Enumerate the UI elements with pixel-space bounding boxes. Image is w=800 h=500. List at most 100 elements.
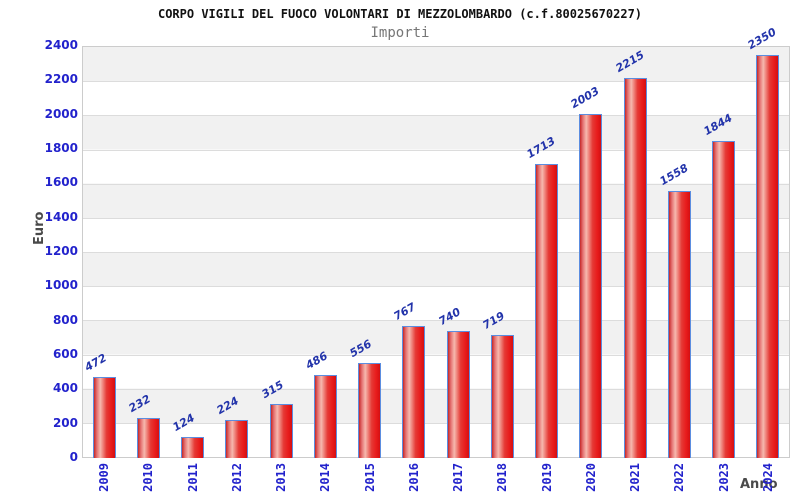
x-tick-label: 2011	[185, 463, 200, 492]
x-tick-label: 2022	[672, 463, 687, 492]
bar-value-label: 315	[259, 378, 286, 401]
chart-title: CORPO VIGILI DEL FUOCO VOLONTARI DI MEZZ…	[157, 7, 643, 21]
x-tick-label: 2020	[583, 463, 598, 492]
x-tick-label: 2009	[97, 463, 112, 492]
y-tick-label: 0	[69, 450, 78, 464]
x-tick-cell: 2018	[480, 463, 524, 499]
x-tick-label: 2015	[362, 463, 377, 492]
x-tick-cell: 2010	[126, 463, 170, 499]
bar-2016: 767	[392, 301, 426, 458]
bar-slot: 315	[259, 46, 303, 458]
x-axis-title: Anno	[740, 477, 778, 492]
bar-value-label: 232	[126, 392, 153, 416]
gridline	[83, 354, 789, 356]
bar-value-label: 224	[214, 393, 242, 417]
gridline	[83, 81, 789, 83]
x-tick-cell: 2013	[259, 463, 303, 499]
y-tick-label: 1000	[44, 278, 78, 293]
x-tick-cell: 2019	[525, 463, 569, 499]
bar-2015: 556	[348, 337, 382, 458]
bar-slot: 1558	[657, 46, 701, 458]
x-tick-cell: 2016	[392, 463, 436, 499]
gridline	[83, 183, 789, 185]
x-tick-label: 2021	[628, 463, 643, 492]
bar-slot: 124	[171, 46, 215, 458]
bar-slot: 2350	[746, 25, 790, 458]
bar-series: 472 232 124 224 315 486 556 767 740 719 1713 2003 22…	[82, 25, 790, 458]
bar-slot: 1844	[702, 46, 746, 458]
chart-subtitle: Importi	[370, 25, 430, 41]
bar-value-label: 740	[436, 305, 463, 328]
bar-2024: 2350	[746, 25, 780, 458]
bar-value-label: 719	[480, 308, 507, 332]
y-tick-label: 2000	[44, 106, 78, 121]
gridline	[83, 149, 789, 151]
x-tick-cell: 2024	[746, 463, 790, 499]
y-tick-label: 1600	[44, 175, 78, 190]
y-tick-label: 600	[52, 347, 78, 361]
bar-slot: 556	[348, 46, 392, 458]
bar-value-label: 2215	[613, 48, 647, 75]
gridline	[83, 422, 789, 424]
bar-2019: 1713	[525, 134, 559, 458]
gridline	[83, 115, 789, 117]
bar-value-label: 1713	[524, 134, 558, 161]
x-tick-cell: 2017	[436, 463, 480, 499]
x-tick-label: 2012	[229, 463, 244, 492]
bar-slot: 2003	[569, 46, 613, 458]
bar-2020: 2003	[569, 85, 603, 458]
bar-2010: 232	[126, 392, 160, 458]
bar-2014: 486	[303, 349, 337, 458]
bar-2013: 315	[259, 378, 293, 458]
bar-slot: 486	[303, 46, 347, 458]
bar-slot: 767	[392, 46, 436, 458]
x-tick-label: 2010	[141, 463, 156, 492]
bar-slot: 740	[436, 46, 480, 458]
gridline	[83, 217, 789, 219]
gridline	[83, 252, 789, 253]
x-tick-cell: 2023	[702, 463, 746, 499]
x-tick-cell: 2021	[613, 463, 657, 499]
x-tick-label: 2023	[716, 463, 731, 492]
y-tick-label: 1800	[44, 141, 78, 155]
bar-slot: 224	[215, 46, 259, 458]
bar-slot: 719	[480, 46, 524, 458]
bar-slot: 472	[82, 46, 126, 458]
gridline	[83, 286, 789, 288]
bar-value-label: 1558	[657, 160, 691, 188]
x-tick-label: 2018	[495, 463, 510, 492]
bar-2021: 2215	[613, 48, 647, 458]
x-tick-cell: 2009	[82, 463, 126, 499]
bar-2009: 472	[82, 351, 116, 458]
bar-value-label: 2003	[568, 84, 602, 112]
y-tick-label: 1200	[44, 244, 78, 258]
bar-value-label: 124	[170, 410, 198, 434]
y-tick-label: 2200	[44, 72, 78, 87]
bar-value-label: 472	[82, 351, 109, 374]
x-tick-label: 2017	[451, 463, 466, 492]
gridline	[83, 388, 789, 390]
bar-2017: 740	[436, 305, 470, 458]
bar-value-label: 486	[303, 348, 330, 372]
x-axis-tick-labels: 2009 2010 2011 2012 2013 2014 2015 2016 2017 2018…	[82, 463, 790, 499]
bar-2018: 719	[480, 309, 514, 458]
bar-value-label: 556	[347, 336, 375, 360]
x-tick-cell: 2014	[303, 463, 347, 499]
x-tick-label: 2016	[406, 463, 421, 492]
bar-slot: 1713	[525, 46, 569, 458]
x-tick-label: 2013	[274, 463, 289, 492]
bar-2011: 124	[171, 411, 205, 458]
y-tick-label: 2400	[44, 38, 78, 52]
y-tick-label: 200	[52, 415, 78, 430]
x-tick-cell: 2011	[171, 463, 215, 499]
bar-2012: 224	[215, 394, 249, 458]
bar-slot: 2215	[613, 46, 657, 458]
bar-slot: 232	[126, 46, 170, 458]
y-tick-label: 1400	[44, 209, 78, 224]
x-tick-label: 2014	[318, 463, 333, 492]
x-tick-cell: 2020	[569, 463, 613, 499]
x-tick-cell: 2022	[657, 463, 701, 499]
bar-2022: 1558	[657, 161, 691, 458]
gridline	[83, 320, 789, 322]
